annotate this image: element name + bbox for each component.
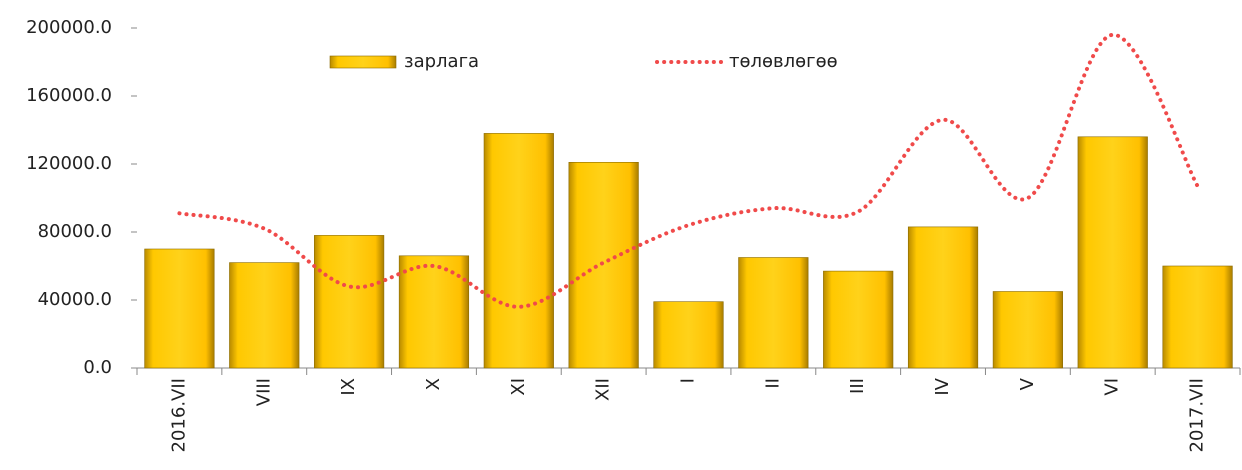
- bar: [398, 255, 470, 369]
- x-tick-label: V: [1017, 377, 1038, 390]
- bar: [144, 248, 215, 369]
- x-tick-label: X: [423, 378, 444, 390]
- legend-label: зарлага: [404, 51, 479, 72]
- y-tick-label: 40000.0: [38, 289, 112, 310]
- y-tick-label: 0.0: [83, 357, 112, 378]
- y-tick-label: 160000.0: [26, 85, 112, 106]
- bar: [483, 133, 554, 369]
- bar: [653, 301, 724, 369]
- x-tick-label: 2016.VII: [168, 378, 189, 452]
- bar: [823, 270, 894, 369]
- bar: [568, 162, 639, 369]
- x-tick-label: IV: [932, 377, 953, 395]
- bar: [738, 257, 809, 369]
- x-tick-label: VI: [1102, 378, 1123, 396]
- line: [177, 32, 1200, 309]
- legend-swatch: [329, 55, 397, 69]
- legend-label: төлөвлөгөө: [729, 51, 838, 72]
- y-tick-label: 120000.0: [26, 153, 112, 174]
- x-tick-label: II: [762, 378, 783, 389]
- bar: [314, 235, 385, 369]
- x-tick-label: XII: [593, 378, 614, 401]
- x-tick-label: I: [678, 378, 699, 383]
- bar: [1162, 265, 1233, 369]
- y-tick-label: 200000.0: [26, 17, 112, 38]
- bar: [992, 291, 1063, 369]
- bar: [229, 262, 300, 369]
- x-tick-label: 2017.VII: [1187, 378, 1208, 452]
- bar: [1077, 136, 1148, 369]
- y-tick-label: 80000.0: [38, 221, 112, 242]
- x-tick-label: IX: [338, 378, 359, 396]
- bar: [907, 226, 979, 369]
- x-tick-label: III: [847, 378, 868, 394]
- x-tick-label: VIII: [253, 378, 274, 406]
- x-tick-label: XI: [508, 378, 529, 396]
